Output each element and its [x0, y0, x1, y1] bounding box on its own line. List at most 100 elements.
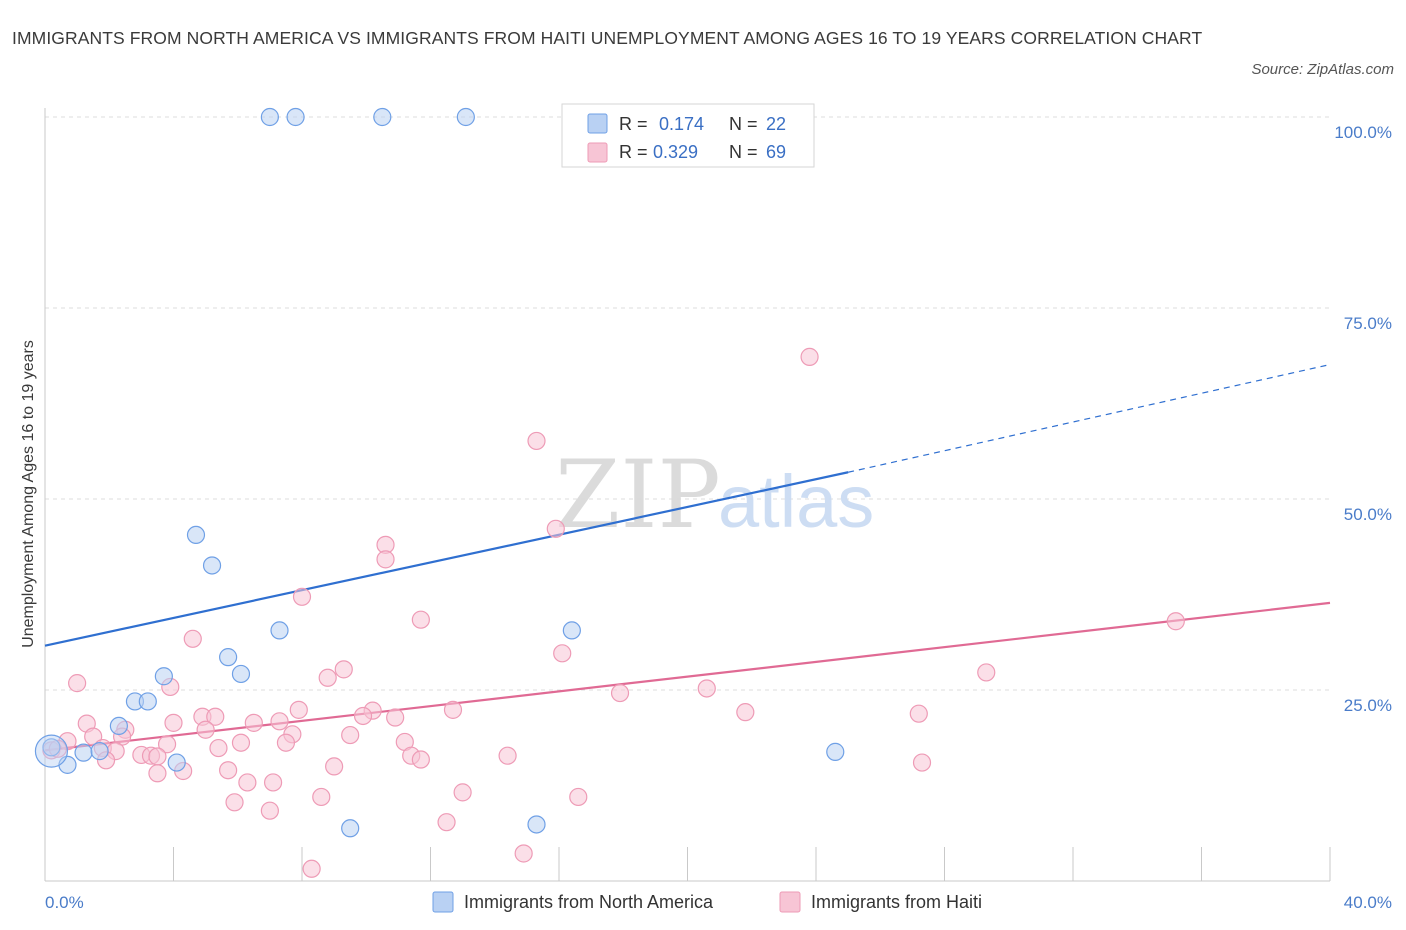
legend-n-label-2: N =: [729, 142, 758, 162]
point-series-1: [546, 519, 565, 538]
point-series-1: [912, 753, 932, 772]
watermark-atlas: atlas: [718, 460, 874, 543]
point-series-0: [167, 753, 186, 772]
point-series-0: [527, 815, 546, 834]
point-series-0: [826, 742, 845, 761]
point-series-1: [292, 587, 312, 606]
point-series-1: [977, 663, 996, 682]
point-series-1: [610, 683, 630, 703]
trend-line-extension-series-0: [847, 363, 1331, 473]
point-series-0: [202, 556, 222, 575]
point-series-0: [186, 525, 206, 545]
legend-swatch-north-america: [587, 113, 608, 134]
y-tick-label: 100.0%: [1334, 123, 1392, 142]
point-series-0: [90, 742, 109, 761]
point-series-1: [225, 793, 244, 812]
legend-n-value-1: 22: [766, 114, 786, 134]
legend-r-value-2: 0.329: [653, 142, 698, 162]
point-series-0: [341, 819, 360, 838]
legend-r-label-2: R =: [619, 142, 648, 162]
point-series-1: [909, 704, 928, 723]
point-series-1: [353, 706, 373, 726]
point-series-1: [498, 746, 517, 765]
point-series-1: [148, 764, 167, 783]
point-series-0: [154, 667, 173, 686]
point-series-0: [373, 107, 392, 127]
data-points: [34, 107, 1185, 878]
chart-title: IMMIGRANTS FROM NORTH AMERICA VS IMMIGRA…: [12, 28, 1203, 48]
point-series-1: [514, 844, 533, 863]
series-legend-label-north-america: Immigrants from North America: [464, 892, 714, 912]
y-tick-label: 50.0%: [1344, 505, 1392, 524]
point-series-0: [42, 738, 61, 757]
point-series-1: [148, 747, 167, 766]
series-legend-swatch-haiti: [779, 891, 801, 913]
point-series-1: [260, 801, 279, 820]
source-credit: Source: ZipAtlas.com: [1251, 61, 1394, 78]
point-series-1: [443, 700, 463, 719]
point-series-1: [244, 713, 263, 732]
series-legend-label-haiti: Immigrants from Haiti: [811, 892, 982, 912]
point-series-0: [138, 692, 157, 711]
trend-line-series-0: [44, 471, 849, 647]
point-series-1: [312, 787, 331, 807]
point-series-1: [157, 735, 177, 754]
point-series-0: [231, 664, 251, 684]
point-series-1: [231, 733, 251, 752]
point-series-1: [800, 347, 819, 366]
x-tick-label-max: 40.0%: [1344, 893, 1392, 912]
point-series-1: [1166, 612, 1185, 631]
point-series-1: [219, 761, 238, 780]
point-series-1: [318, 668, 337, 687]
y-tick-label: 25.0%: [1344, 696, 1392, 715]
point-series-1: [376, 550, 395, 569]
point-series-1: [209, 738, 228, 758]
point-series-1: [270, 712, 289, 731]
legend-r-label-1: R =: [619, 114, 648, 134]
series-legend-swatch-north-america: [432, 891, 454, 913]
y-tick-label: 75.0%: [1344, 314, 1392, 333]
point-series-1: [302, 859, 321, 878]
point-series-1: [196, 720, 215, 739]
y-axis-label: Unemployment Among Ages 16 to 19 years: [20, 340, 37, 648]
correlation-legend: R = 0.174 N = 22 R = 0.329 N = 69: [561, 103, 815, 168]
point-series-1: [183, 629, 202, 648]
point-series-1: [238, 773, 257, 792]
point-series-1: [206, 707, 225, 726]
point-series-1: [164, 713, 183, 732]
point-series-1: [325, 757, 344, 776]
point-series-1: [527, 431, 546, 451]
point-series-0: [456, 107, 475, 127]
point-series-1: [289, 700, 308, 719]
legend-n-label-1: N =: [729, 114, 758, 134]
legend-r-value-1: 0.174: [659, 114, 704, 134]
point-series-0: [219, 648, 238, 667]
point-series-1: [411, 750, 430, 769]
point-series-1: [411, 610, 430, 629]
point-series-1: [341, 725, 360, 745]
point-series-1: [263, 773, 283, 792]
point-series-0: [562, 621, 581, 640]
tick-labels: 25.0% 50.0% 75.0% 100.0% 0.0% 40.0%: [45, 123, 1392, 912]
trend-lines: [44, 363, 1331, 752]
point-series-1: [276, 733, 296, 752]
point-series-1: [736, 703, 755, 722]
point-series-1: [68, 674, 87, 693]
point-series-1: [386, 708, 405, 727]
point-series-0: [74, 743, 93, 762]
point-series-1: [334, 660, 353, 679]
point-series-1: [553, 644, 572, 663]
point-series-1: [697, 679, 716, 698]
legend-n-value-2: 69: [766, 142, 786, 162]
point-series-0: [260, 107, 279, 127]
x-tick-label-min: 0.0%: [45, 893, 84, 912]
watermark: ZIP atlas: [555, 441, 874, 550]
point-series-1: [453, 783, 472, 802]
point-series-0: [270, 621, 289, 640]
watermark-zip: ZIP: [555, 441, 721, 550]
point-large-series-0: [34, 734, 69, 768]
point-series-0: [286, 107, 305, 127]
legend-swatch-haiti: [587, 142, 608, 163]
point-series-1: [569, 787, 588, 807]
